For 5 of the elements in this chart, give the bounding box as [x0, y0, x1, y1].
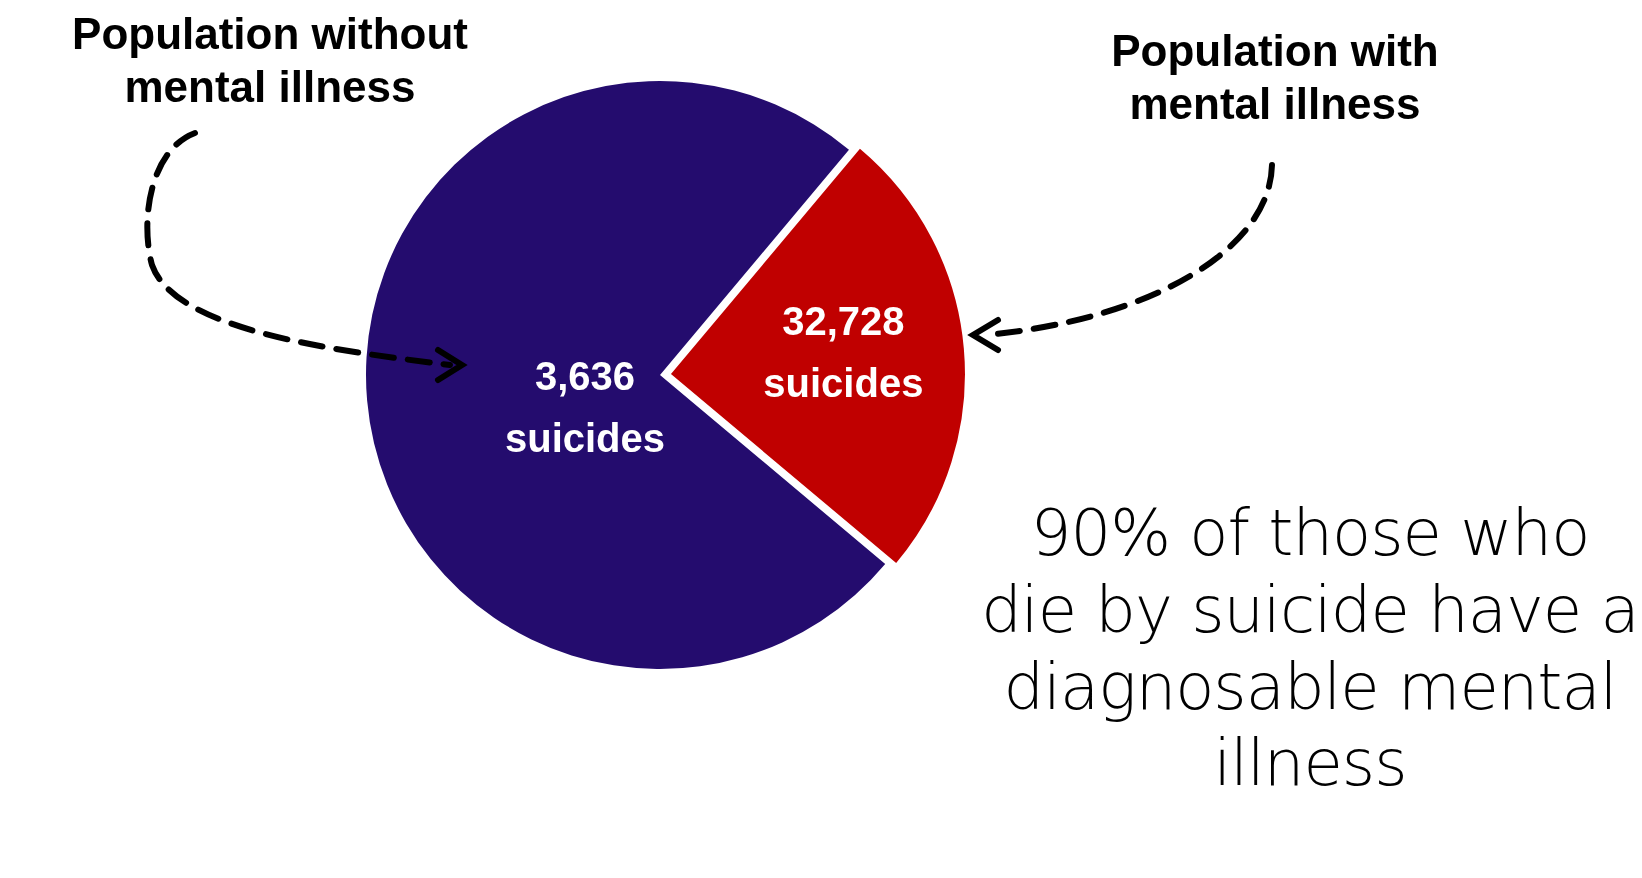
- text: 90% of those who die by suicide have a diagnosable mental illness: [980, 495, 1640, 803]
- slice-label: Population without mental illness: [71, 8, 469, 113]
- slice-label: Population with mental illness: [1110, 25, 1440, 130]
- text: 3,636 suicides: [504, 354, 666, 461]
- text: 32,728 suicides: [763, 299, 924, 406]
